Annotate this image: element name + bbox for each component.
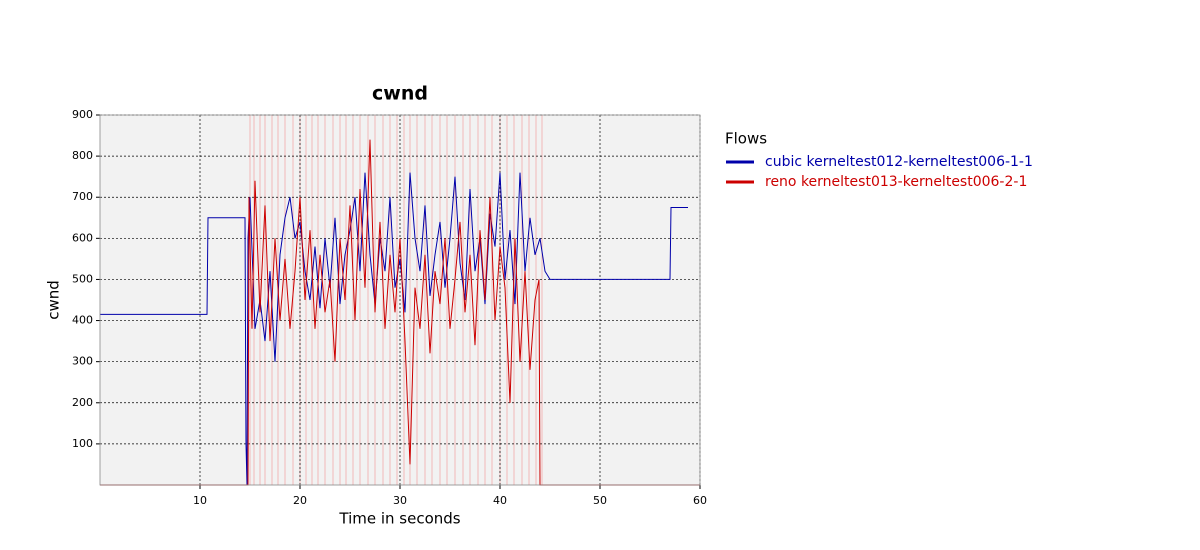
x-tick-label: 40 (493, 494, 507, 507)
plot-frame (99, 114, 701, 486)
y-tick-label: 400 (72, 314, 93, 327)
x-axis-label: Time in seconds (338, 510, 460, 528)
legend-label: reno kerneltest013-kerneltest006-2-1 (765, 174, 1027, 190)
x-tick-label: 60 (693, 494, 707, 507)
y-tick-label: 200 (72, 396, 93, 409)
chart-title: cwnd (372, 83, 428, 105)
x-tick-label: 30 (393, 494, 407, 507)
series-line (100, 139, 700, 486)
x-tick-label: 50 (593, 494, 607, 507)
y-axis-label: cwnd (45, 280, 63, 320)
y-tick-label: 800 (72, 149, 93, 162)
legend-label: cubic kerneltest012-kerneltest006-1-1 (765, 154, 1033, 170)
x-tick-label: 20 (293, 494, 307, 507)
y-tick-label: 700 (72, 190, 93, 203)
y-tick-label: 500 (72, 272, 93, 285)
y-tick-label: 600 (72, 231, 93, 244)
y-tick-label: 100 (72, 437, 93, 450)
y-tick-label: 900 (72, 108, 93, 121)
series-line (100, 172, 688, 486)
x-tick-label: 10 (193, 494, 207, 507)
legend-title: Flows (725, 130, 767, 148)
y-tick-label: 300 (72, 355, 93, 368)
